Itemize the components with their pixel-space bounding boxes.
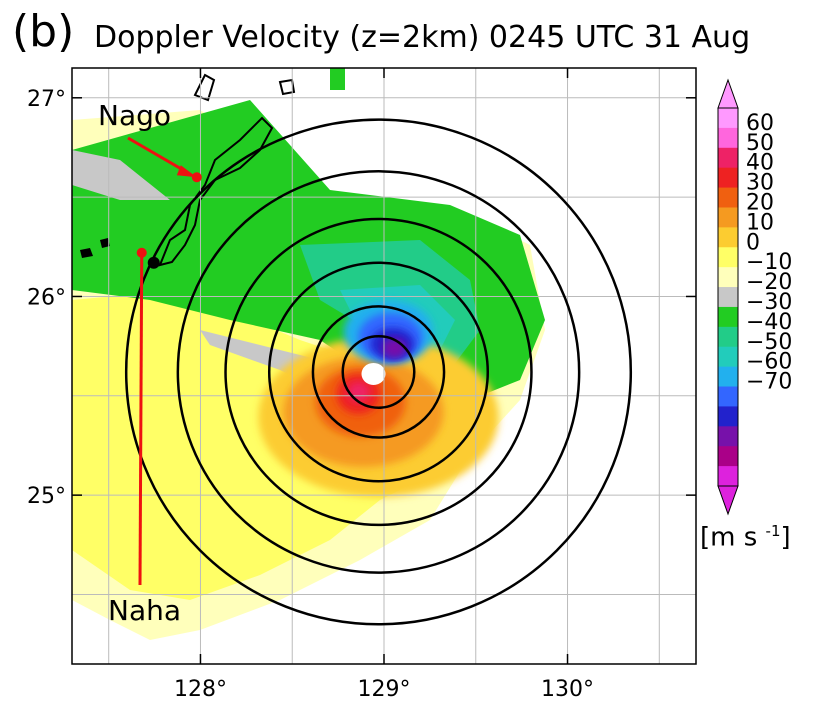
range-ring (124, 118, 633, 626)
colorbar-swatch (718, 386, 738, 407)
colorbar-swatch (718, 306, 738, 328)
x-tick-label: 130° (541, 677, 594, 702)
field-zero-band (72, 150, 170, 200)
range-ring (176, 170, 581, 574)
colorbar-swatch (718, 426, 738, 447)
colorbar-swatch (718, 127, 738, 149)
radar-center-gap (361, 362, 386, 385)
x-tick-label: 129° (358, 677, 411, 702)
units-suffix: ] (780, 522, 791, 553)
colorbar-frame (717, 107, 739, 487)
radar-site-marker (147, 256, 160, 269)
range-ring (311, 305, 446, 439)
colorbar-swatch (718, 446, 738, 467)
colorbar-swatch (718, 187, 738, 208)
colorbar-swatch (718, 326, 738, 348)
chart-title: Doppler Velocity (z=2km) 0245 UTC 31 Aug (94, 20, 751, 55)
nago-marker (191, 172, 202, 183)
colorbar-swatch (718, 247, 738, 268)
colorbar-tick-label: −40 (746, 310, 792, 335)
colorbar-tick-label: 40 (746, 151, 774, 176)
range-ring (341, 334, 416, 409)
colorbar-tick-label: 30 (746, 171, 774, 196)
colorbar-swatch (718, 346, 738, 368)
colorbar-tick-label: −10 (746, 250, 792, 275)
colorbar-swatch (718, 366, 738, 388)
colorbar-tick-label: 20 (746, 191, 774, 216)
field-negative-10-patch (330, 68, 345, 90)
naha-marker (136, 247, 147, 258)
colorbar-tick-label: −20 (746, 270, 792, 295)
colorbar-swatch (718, 108, 738, 129)
colorbar-tick-label: 10 (746, 210, 774, 235)
velocity-field (72, 68, 696, 664)
colorbar-units: [m s -1] (700, 522, 791, 553)
colorbar-tick-label: 60 (746, 111, 774, 136)
colorbar-tick-label: 0 (746, 230, 760, 255)
y-tick-label: 27° (27, 87, 66, 112)
colorbar-swatch (718, 267, 738, 288)
colorbar-tick-label: 50 (746, 131, 774, 156)
colorbar-swatch (718, 227, 738, 248)
island-coastline-small (193, 73, 296, 102)
panel-label: (b) (12, 6, 75, 57)
colorbar-swatch (718, 167, 738, 189)
naha-pointer-line (138, 252, 144, 586)
naha-label: Naha (108, 594, 181, 627)
colorbar-swatch (718, 207, 738, 228)
colorbar-tick-label: −50 (746, 330, 792, 355)
nago-label: Nago (98, 99, 171, 132)
colorbar-swatch (718, 287, 738, 308)
colorbar-top-arrow (717, 78, 739, 109)
colorbar-swatch (718, 147, 738, 169)
colorbar-bottom-arrow (717, 485, 739, 516)
y-tick-label: 25° (27, 484, 66, 509)
range-ring (267, 261, 490, 483)
x-tick-label: 128° (174, 677, 227, 702)
units-prefix: [m s (700, 522, 766, 553)
colorbar-tick-label: −60 (746, 350, 792, 375)
colorbar-swatch (718, 406, 738, 427)
colorbar-tick-label: −30 (746, 290, 792, 315)
range-ring (224, 217, 533, 527)
nago-pointer-line (127, 136, 190, 175)
island-coastline-dots (80, 238, 110, 258)
island-coastline (158, 116, 274, 267)
colorbar-swatch (718, 466, 738, 487)
field-positive-60 (347, 381, 370, 402)
colorbar-tick-label: −70 (746, 370, 792, 395)
units-exponent: -1 (765, 522, 781, 540)
nago-pointer-arrowhead (176, 165, 197, 178)
y-tick-label: 26° (27, 285, 66, 310)
